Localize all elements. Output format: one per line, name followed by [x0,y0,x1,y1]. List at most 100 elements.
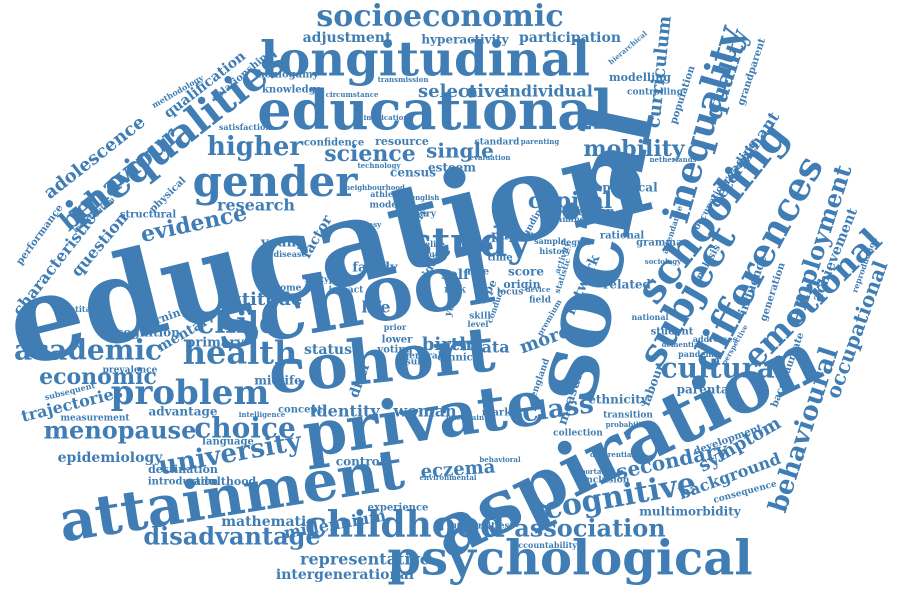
word-introduction: introduction [148,477,219,488]
word-income: income [265,284,302,294]
word-midlife: midlife [254,374,302,388]
word-time: time [487,253,512,264]
word-student: student [651,327,694,338]
word-universities: universities [450,522,509,532]
word-transmission: transmission [378,75,429,84]
word-modelling: modelling [609,71,671,84]
word-ethnic: ethnic [437,353,472,364]
word-dementia: dementia [662,340,699,349]
word-structural: structural [120,210,177,221]
word-mobility: mobility [583,136,686,162]
word-family: family [352,261,398,276]
word-parenting: parenting [521,137,560,146]
word-advantage: advantage [149,405,218,419]
word-single: single [426,139,494,163]
word-binary: binary [404,210,437,220]
word-athlete: athlete [370,189,402,199]
word-sample: sample [534,236,566,246]
word-primary: primary [186,336,244,351]
word-conclusion: conclusion [575,476,630,486]
word-cultural: cultural [661,352,786,385]
word-transition: transition [603,411,653,421]
word-quantitative: quantitative [53,304,108,314]
word-adulthood: adulthood [194,475,257,488]
word-market: market [482,408,523,419]
word-destination: destination [148,463,218,476]
word-individual: individual [503,82,593,101]
word-lower: lower [382,335,413,346]
word-educational: educational [257,78,612,142]
word-higher: higher [207,132,303,162]
word-national: national [631,312,668,322]
word-resource: resource [375,135,429,148]
word-environmental: environmental [419,473,476,482]
word-rational: rational [600,231,645,242]
word-satisfaction: satisfaction [219,122,271,132]
word-implication: implication [364,113,409,122]
word-capital: capital [528,188,612,214]
word-epidemiology: epidemiology [58,450,164,466]
word-examine: examine [547,214,584,224]
word-voting: voting [376,345,412,356]
word-behavioral: behavioral [479,455,521,464]
word-census: census [390,166,436,180]
word-representative: representative [300,550,430,569]
word-addresses: addresses [693,334,738,344]
word-technology: technology [357,161,401,170]
word-elite: pupil [423,249,446,259]
word-device: device [526,285,551,294]
word-political: political [602,181,658,195]
word-knowledge: knowledge [262,85,322,96]
word-data: data [470,338,509,357]
word-neighbourhood: neighbourhood [345,183,405,192]
word-science: science [324,141,416,167]
word-participation: participation [519,30,621,46]
word-study: study [409,219,532,266]
word-prevalence: prevalence [103,366,158,376]
word-life: life [361,298,390,317]
word-probability: probability [606,420,650,429]
word-child: child [196,306,280,341]
word-birth: birth [422,334,472,355]
word-term: elite [425,239,445,249]
word-young: young [260,236,305,251]
word-accountability: accountability [513,540,577,550]
word-pandemic: pandemic [678,349,722,359]
word-disease: disease [273,249,306,259]
word-adjustment: adjustment [303,30,392,46]
word-field: field [529,296,552,306]
word-origin: origin [503,278,540,291]
word-woman: woman [392,402,457,421]
word-intelligence: intelligence [239,410,286,419]
word-impact: impact [329,286,365,296]
word-economic: economic [39,364,157,390]
word-hyperactivity: hyperactivity [421,33,509,47]
word-disadvantage: disadvantage [143,522,320,551]
word-uncertain: uncertain [446,413,484,422]
word-role: role [467,267,489,278]
word-confidence: confidence [304,138,364,149]
word-standard: standard [475,138,520,148]
word-multimorbidity: multimorbidity [639,505,742,519]
word-evaluation: evaluation [470,153,511,162]
word-concept: concept [278,405,322,416]
word-control: control [336,455,385,469]
word-status: status [304,342,352,358]
word-selective: selective [418,81,506,102]
word-collection: collection [553,429,603,439]
word-score: score [508,265,544,279]
word-result: result [395,358,425,368]
word-circumstance: circumstance [326,90,379,99]
word-prior: level [468,319,489,329]
word-sociology: sociology [645,257,682,266]
word-pupil: prior [384,322,407,332]
word-experience: experience [368,503,429,514]
word-language: language [202,437,254,448]
word-longitudinal: longitudinal [260,32,590,88]
word-parental: parental [677,383,734,397]
word-paper: paper [491,229,533,244]
word-socioeconomic: socioeconomic [316,0,563,34]
word-academic: academic [14,334,162,367]
word-degree: degree [561,237,592,247]
